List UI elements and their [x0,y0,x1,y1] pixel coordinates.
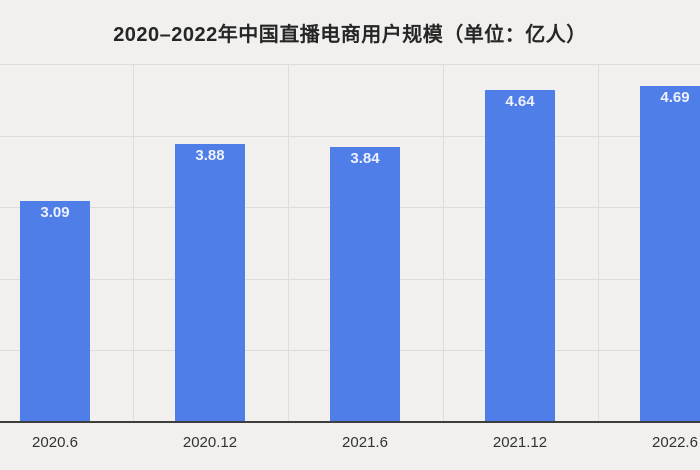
bar-value-label: 4.69 [660,89,690,107]
bar-value-label: 4.64 [505,92,535,110]
x-axis-label-2020.12: 2020.12 [182,434,238,451]
bar-value-label: 3.84 [350,150,380,168]
bar-2020.12: 3.88 [175,144,245,422]
bar-2020.6: 3.09 [20,200,90,422]
vertical-gridline [287,64,289,422]
plot-area: 3.09 3.88 3.84 4.64 4.69 [0,64,700,422]
x-axis-label-2021.12: 2021.12 [492,434,548,451]
x-axis-line [0,421,700,423]
vertical-gridline [132,64,134,422]
bar-2022.6: 4.69 [640,86,700,422]
chart-title: 2020–2022年中国直播电商用户规模（单位：亿人） [113,24,587,46]
bar-2021.12: 4.64 [485,89,555,422]
horizontal-gridline [0,64,700,65]
vertical-gridline [442,64,444,422]
bar-value-label: 3.09 [40,203,70,221]
x-axis-label-2021.6: 2021.6 [342,434,388,451]
bar-value-label: 3.88 [195,147,225,165]
x-axis-label-2022.6: 2022.6 [652,434,698,451]
bar-2021.6: 3.84 [330,147,400,422]
x-axis-label-2020.6: 2020.6 [32,434,78,451]
horizontal-gridline [0,135,700,137]
vertical-gridline [597,64,599,422]
